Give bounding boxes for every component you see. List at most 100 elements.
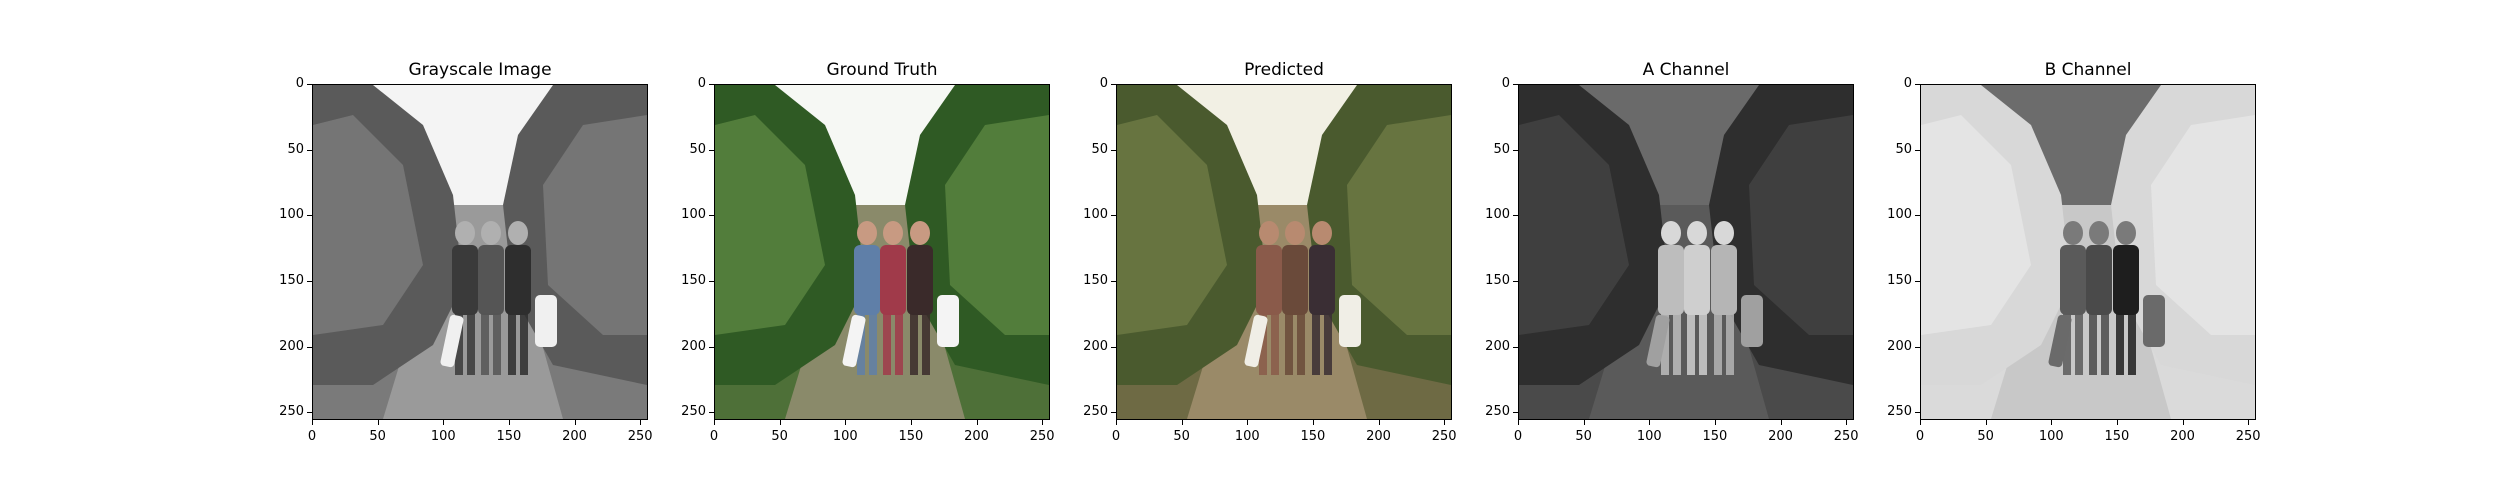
panel-a-channel: A Channel 0 50 100 150 200 250 0 50 100 150 200 250 [1468,60,1858,460]
x-tick-mark [443,420,445,425]
y-tick-mark [709,346,714,348]
x-tick-mark [910,420,912,425]
panel-title: A Channel [1642,60,1730,80]
x-tick-mark [845,420,847,425]
y-tick-mark [709,149,714,151]
y-tick-mark [307,412,312,414]
y-tick-mark [709,280,714,282]
x-tick-mark [2182,420,2184,425]
y-tick-label: 200 [1485,338,1510,354]
y-tick-mark [1111,215,1116,217]
x-tick-mark [508,420,510,425]
y-tick-mark [1513,280,1518,282]
x-tick-label: 250 [627,429,653,444]
x-tick-mark [1116,420,1117,425]
x-tick-label: 150 [1300,429,1326,444]
x-tick-mark [714,420,715,425]
x-tick-label: 50 [1173,429,1190,444]
y-tick-label: 250 [279,404,304,420]
y-tick-label: 0 [1501,76,1510,91]
y-tick-label: 150 [1485,272,1510,288]
x-tick-label: 0 [1915,429,1925,444]
y-tick-mark [1111,280,1116,282]
x-tick-label: 200 [562,429,587,444]
y-tick-label: 150 [681,272,706,288]
y-tick-mark [709,84,714,85]
x-tick-mark [1378,420,1380,425]
x-tick-label: 150 [496,429,522,444]
scene-image [313,85,647,419]
image-axes [1518,84,1854,420]
y-tick-mark [1111,149,1116,151]
y-tick-mark [1513,412,1518,414]
y-tick-label: 200 [1887,338,1912,354]
panel-title: B Channel [2044,60,2132,80]
x-tick-label: 50 [771,429,788,444]
x-tick-mark [1444,420,1446,425]
y-tick-label: 100 [1083,207,1108,223]
y-tick-mark [307,149,312,151]
y-tick-label: 50 [689,141,706,157]
x-tick-mark [1920,420,1921,425]
y-tick-mark [307,346,312,348]
y-tick-label: 0 [697,76,706,91]
x-tick-label: 250 [1833,429,1859,444]
y-tick-label: 50 [1493,141,1510,157]
y-tick-mark [1111,412,1116,414]
y-tick-mark [1513,215,1518,217]
x-tick-mark [377,420,379,425]
scene-image [1921,85,2255,419]
y-tick-label: 250 [1083,404,1108,420]
y-tick-mark [1513,149,1518,151]
y-tick-label: 150 [1887,272,1912,288]
image-axes [1920,84,2256,420]
y-tick-label: 100 [279,207,304,223]
scene-image [715,85,1049,419]
x-tick-mark [574,420,576,425]
x-tick-mark [1714,420,1716,425]
panel-title: Grayscale Image [408,60,552,80]
y-tick-mark [1111,84,1116,85]
y-tick-mark [1915,412,1920,414]
x-tick-label: 100 [430,429,456,444]
y-tick-label: 0 [295,76,304,91]
x-tick-mark [1583,420,1585,425]
x-tick-mark [1846,420,1848,425]
x-tick-label: 150 [898,429,924,444]
x-tick-label: 100 [1636,429,1662,444]
y-tick-mark [1111,346,1116,348]
y-tick-mark [1915,280,1920,282]
y-tick-label: 100 [1887,207,1912,223]
y-tick-label: 250 [1485,404,1510,420]
y-tick-label: 50 [1895,141,1912,157]
y-tick-mark [1915,215,1920,217]
x-tick-mark [1042,420,1044,425]
x-tick-label: 0 [1111,429,1121,444]
x-tick-label: 200 [1768,429,1793,444]
x-tick-label: 0 [709,429,719,444]
y-tick-label: 0 [1099,76,1108,91]
y-tick-label: 200 [279,338,304,354]
y-tick-mark [1513,346,1518,348]
scene-image [1519,85,1853,419]
x-tick-label: 100 [832,429,858,444]
x-tick-label: 200 [2170,429,2195,444]
y-tick-mark [709,412,714,414]
y-tick-label: 250 [1887,404,1912,420]
x-tick-mark [1780,420,1782,425]
y-tick-label: 200 [681,338,706,354]
x-tick-mark [2116,420,2118,425]
y-tick-label: 50 [287,141,304,157]
y-tick-mark [1513,84,1518,85]
x-tick-label: 100 [1234,429,1260,444]
x-tick-label: 250 [2235,429,2261,444]
x-tick-mark [312,420,313,425]
x-tick-mark [1312,420,1314,425]
scene-image [1117,85,1451,419]
y-tick-label: 200 [1083,338,1108,354]
y-tick-mark [1915,346,1920,348]
panel-predicted: Predicted 0 50 100 150 200 250 0 50 100 150 200 250 [1066,60,1456,460]
x-tick-mark [1247,420,1249,425]
y-tick-mark [1915,149,1920,151]
